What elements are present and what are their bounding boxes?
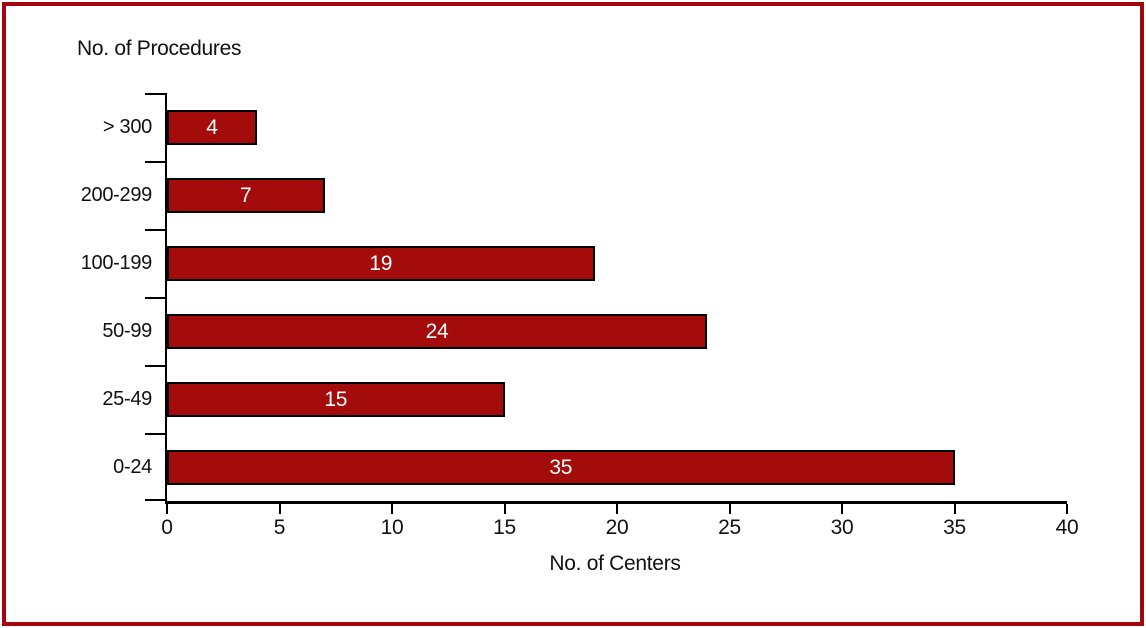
bar-row: 50-99 24 (102, 297, 1067, 365)
bar: 15 (167, 381, 505, 417)
category-label: 0-24 (113, 455, 152, 478)
category-label: 200-299 (80, 183, 153, 206)
bar-row: 25-49 15 (102, 365, 1067, 433)
bar: 35 (167, 449, 955, 485)
chart-title: No. of Procedures (77, 37, 242, 60)
x-axis-tick-label: 5 (273, 516, 286, 539)
y-axis-tick (145, 229, 165, 231)
x-axis-tick-label: 30 (830, 516, 854, 539)
bar-row: > 300 4 (103, 93, 1067, 161)
x-axis-tick-label: 35 (943, 516, 966, 539)
x-axis-tick-label: 20 (605, 516, 629, 539)
bar-value-label: 7 (240, 183, 252, 207)
bar-row: 0-24 35 (113, 433, 1067, 501)
x-axis-tick (728, 504, 731, 514)
bar-row: 100-199 19 (81, 229, 1067, 297)
y-axis-tick (145, 499, 165, 501)
x-axis-tick (616, 504, 618, 514)
x-axis-tick (278, 504, 281, 514)
bar: 4 (167, 109, 257, 145)
category-label: 50-99 (102, 319, 152, 342)
x-axis-tick-label: 15 (493, 516, 516, 539)
y-axis-tick (145, 365, 165, 367)
x-axis-label: No. of Centers (549, 552, 681, 575)
bar-value-label: 24 (425, 319, 449, 343)
bar-value-label: 35 (549, 455, 573, 479)
bar: 7 (167, 177, 325, 213)
y-axis-tick (145, 297, 165, 299)
bar: 24 (167, 313, 707, 349)
y-axis-tick (145, 433, 165, 435)
x-axis-tick-label: 25 (718, 516, 741, 539)
bar-row: 200-299 7 (81, 161, 1067, 229)
bar-value-label: 15 (324, 387, 348, 411)
category-label: 25-49 (102, 387, 152, 410)
x-axis-tick-label: 10 (380, 516, 404, 539)
x-axis-tick (953, 504, 956, 514)
x-axis-tick-label: 40 (1055, 516, 1079, 539)
x-axis-tick (841, 504, 843, 514)
bar-value-label: 4 (206, 115, 218, 139)
x-axis-tick-label: 0 (161, 516, 173, 539)
category-label: > 300 (102, 115, 152, 138)
x-axis-tick (391, 504, 393, 514)
plot-area: > 300 4 200-299 7 100-199 19 50-99 24 25-49 15 0-2… (81, 93, 1079, 539)
bar-value-label: 19 (369, 251, 393, 275)
bar: 19 (167, 245, 595, 281)
y-axis-tick (145, 161, 165, 163)
category-label: 100-199 (80, 251, 153, 274)
x-axis-tick (1066, 504, 1068, 514)
y-axis-tick (145, 93, 165, 95)
x-axis-tick (503, 504, 506, 514)
x-axis-tick (166, 504, 168, 514)
